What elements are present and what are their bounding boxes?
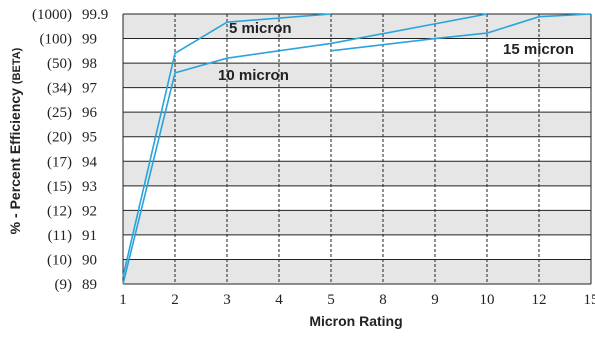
x-tick-label: 8 [379,292,387,308]
x-tick-label: 1 [119,292,127,308]
y-tick-label: 96 [82,105,98,121]
beta-tick-label: (100) [40,32,73,48]
grid-band [123,14,591,39]
y-tick-label: 94 [82,154,98,170]
y-tick-label: 97 [82,81,98,97]
x-tick-label: 2 [171,292,179,308]
grid-band [123,235,591,260]
x-tick-label: 15 [584,292,595,308]
beta-tick-label: (50) [47,56,72,72]
y-axis-title: % - Percent Efficiency (BETA) [7,47,23,234]
beta-tick-labels: (9) (10) (11) (12) (15) (17) (20) (25) (34) (50) (… [32,7,72,293]
beta-tick-label: (9) [55,277,73,293]
grid-band [123,186,591,211]
x-axis-title: Micron Rating [309,313,402,329]
y-tick-label: 93 [82,179,97,195]
beta-tick-label: (10) [47,252,72,268]
y-tick-label: 95 [82,130,97,146]
x-tick-label: 12 [532,292,547,308]
x-tick-label: 10 [480,292,495,308]
y-tick-label: 92 [82,203,97,219]
y-tick-label: 98 [82,56,97,72]
grid-band [123,161,591,186]
x-tick-label: 3 [223,292,231,308]
y-tick-label: 99.9 [82,7,108,23]
series-label: 15 micron [503,41,574,58]
y-tick-label: 91 [82,228,97,244]
grid-band [123,63,591,88]
beta-tick-label: (1000) [32,7,72,23]
grid-band [123,88,591,113]
x-tick-label: 9 [431,292,439,308]
grid-band [123,210,591,235]
y-tick-label: 90 [82,252,97,268]
grid-band [123,259,591,284]
x-tick-label: 4 [275,292,283,308]
beta-tick-label: (20) [47,130,72,146]
x-tick-label: 5 [327,292,335,308]
beta-tick-label: (12) [47,203,72,219]
beta-tick-label: (15) [47,179,72,195]
beta-tick-label: (17) [47,154,72,170]
grid-band [123,112,591,137]
beta-tick-label: (25) [47,105,72,121]
y-tick-labels: 89 90 91 92 93 94 95 96 97 98 99 99.9 [82,7,108,293]
y-tick-label: 89 [82,277,97,293]
beta-tick-label: (34) [47,81,72,97]
series-label: 5 micron [229,20,292,37]
series-label: 10 micron [218,67,289,84]
y-tick-label: 99 [82,32,97,48]
grid-band [123,137,591,162]
beta-tick-label: (11) [48,228,72,244]
